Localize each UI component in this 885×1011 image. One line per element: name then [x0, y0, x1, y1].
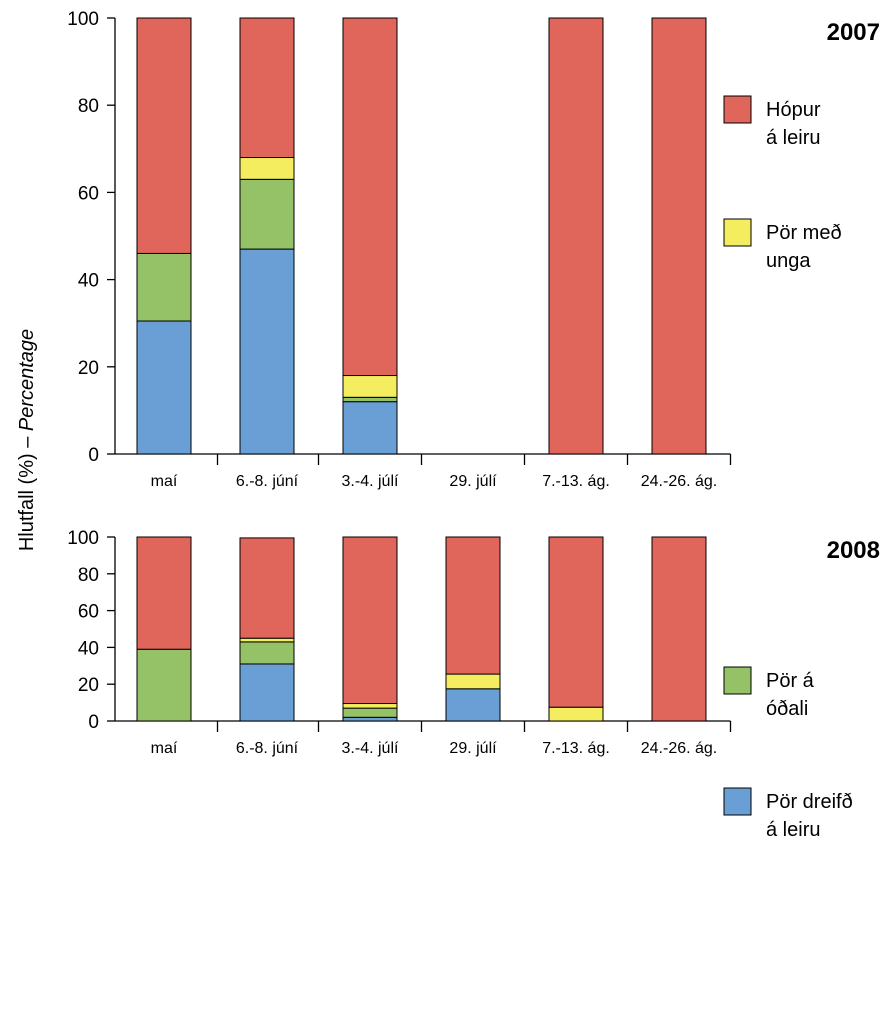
y-tick-label: 60 — [78, 602, 99, 623]
x-tick-label: 24.-26. ág. — [641, 473, 718, 490]
bar-segment-red — [136, 17, 192, 254]
x-tick-label: 24.-26. ág. — [641, 740, 718, 757]
legend-label: Pör dreifð — [766, 791, 853, 813]
legend-swatch — [723, 95, 752, 124]
y-tick-label: 80 — [78, 565, 99, 586]
bar-segment-blue — [342, 716, 398, 722]
panel-2008: 0 20 40 60 80 100 maí 6.-8. júní 3.-4. júlí 29. j… — [67, 528, 880, 757]
y-tick-label: 100 — [67, 528, 99, 549]
legend-label: óðali — [766, 698, 808, 720]
legend-item-blue: Pör dreifð á leiru — [723, 787, 853, 841]
y-tick-label: 20 — [78, 358, 99, 379]
y-axis-label-italic: Percentage — [16, 329, 38, 431]
legend-item-yellow: Pör með unga — [723, 218, 842, 272]
bar-segment-green — [239, 178, 295, 250]
x-tick-label: 29. júlí — [449, 473, 497, 490]
legend: Hópur á leiru Pör með unga Pör á óðali Pör dre… — [723, 95, 853, 841]
bar-segment-red — [342, 536, 398, 705]
x-tick-label: 29. júlí — [449, 740, 497, 757]
y-tick-label: 40 — [78, 271, 99, 292]
legend-item-red: Hópur á leiru — [723, 95, 821, 149]
legend-label: Hópur — [766, 99, 821, 121]
y-tick-label: 0 — [88, 712, 99, 733]
bar-segment-blue — [239, 248, 295, 455]
legend-item-green: Pör á óðali — [723, 666, 815, 720]
bar-segment-red — [239, 537, 295, 639]
bar-segment-green — [342, 707, 398, 718]
bar-segment-blue — [445, 688, 501, 722]
x-tick-label: 7.-13. ág. — [542, 740, 610, 757]
x-tick-label: 6.-8. júní — [236, 473, 299, 490]
bar-segment-blue — [136, 320, 192, 455]
panel-year-label: 2007 — [827, 19, 880, 46]
y-axis-label-main: Hlutfall (%) – — [16, 431, 38, 551]
y-tick-label: 60 — [78, 183, 99, 204]
y-tick-label: 100 — [67, 9, 99, 30]
legend-swatch — [723, 787, 752, 816]
legend-swatch — [723, 666, 752, 695]
legend-swatch — [723, 218, 752, 247]
bar-segment-yellow — [342, 375, 398, 398]
bar-segment-yellow — [548, 706, 604, 722]
y-tick-label: 0 — [88, 445, 99, 466]
legend-label: unga — [766, 250, 811, 272]
x-tick-label: 3.-4. júlí — [342, 740, 399, 757]
x-tick-label: maí — [151, 473, 178, 490]
bar-segment-yellow — [239, 157, 295, 180]
x-tick-label: 3.-4. júlí — [342, 473, 399, 490]
bar-segment-yellow — [445, 673, 501, 690]
bar-segment-green — [342, 396, 398, 403]
bar-segment-blue — [239, 663, 295, 722]
bar-segment-red — [651, 536, 707, 722]
legend-label: Pör með — [766, 222, 842, 244]
x-tick-label: maí — [151, 740, 178, 757]
panel-year-label: 2008 — [827, 537, 880, 564]
bar-segment-green — [239, 641, 295, 665]
bar-segment-red — [239, 17, 295, 159]
legend-label: Pör á — [766, 670, 815, 692]
bar-segment-red — [342, 17, 398, 377]
bar-segment-red — [136, 536, 192, 650]
bar-segment-blue — [342, 401, 398, 455]
x-tick-label: 6.-8. júní — [236, 740, 299, 757]
bar-segment-yellow — [342, 703, 398, 709]
x-tick-label: 7.-13. ág. — [542, 473, 610, 490]
panel-2007: 0 20 40 60 80 100 maí 6.-8. júní 3.-4. júlí 29. j… — [67, 9, 880, 490]
y-tick-label: 20 — [78, 675, 99, 696]
bar-segment-red — [651, 17, 707, 455]
y-tick-label: 80 — [78, 96, 99, 117]
legend-label: á leiru — [766, 127, 820, 149]
bar-segment-yellow — [239, 637, 295, 643]
y-tick-label: 40 — [78, 638, 99, 659]
bar-segment-red — [548, 536, 604, 708]
bar-segment-red — [445, 536, 501, 675]
bar-segment-red — [548, 17, 604, 455]
y-axis-label: Hlutfall (%) – Percentage — [16, 329, 38, 551]
chart-panels: 0 20 40 60 80 100 maí 6.-8. júní 3.-4. júlí 29. j… — [67, 9, 880, 757]
bar-segment-green — [136, 648, 192, 722]
legend-label: á leiru — [766, 819, 820, 841]
bar-segment-green — [136, 252, 192, 322]
